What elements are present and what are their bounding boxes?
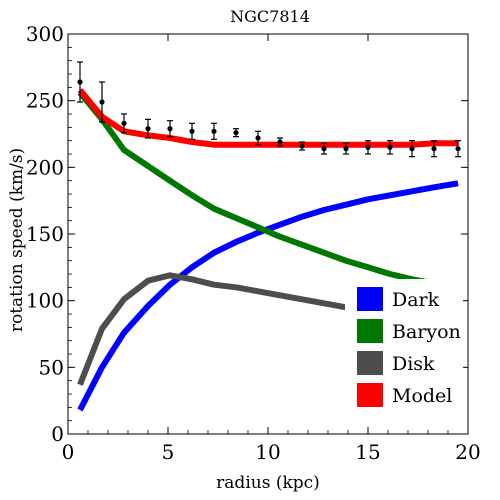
- legend-swatch-dark: [357, 287, 383, 311]
- observation-point: [211, 122, 217, 140]
- series-line-dark: [77, 180, 459, 412]
- legend-swatch-model: [357, 383, 383, 407]
- x-tick-label: 10: [255, 440, 280, 464]
- y-tick-label: 150: [26, 222, 64, 246]
- x-tick-label: 5: [162, 440, 175, 464]
- legend-label-dark: Dark: [392, 289, 440, 311]
- observation-point: [189, 122, 195, 140]
- y-tick-label: 250: [26, 89, 64, 113]
- observation-point: [77, 61, 83, 103]
- series-line-baryon: [77, 90, 459, 291]
- y-axis-label: rotation speed (km/s): [7, 148, 27, 332]
- legend-swatch-disk: [357, 351, 383, 375]
- legend-label-baryon: Baryon: [392, 321, 461, 343]
- observation-point: [233, 128, 239, 138]
- y-tick-label: 100: [26, 289, 64, 313]
- y-tick-label: 50: [39, 355, 64, 379]
- legend-label-model: Model: [392, 385, 452, 407]
- observation-point: [343, 142, 349, 155]
- observation-point: [121, 113, 127, 134]
- chart-title: NGC7814: [230, 7, 310, 26]
- observation-point: [145, 118, 151, 139]
- observation-point: [299, 141, 305, 151]
- observation-point: [321, 142, 327, 155]
- y-tick-label: 200: [26, 155, 64, 179]
- y-tick-label: 0: [51, 422, 64, 446]
- observation-point: [255, 130, 261, 146]
- observation-point: [167, 120, 173, 138]
- x-tick-label: 0: [62, 440, 75, 464]
- observation-point: [365, 140, 371, 155]
- x-axis-label: radius (kpc): [216, 473, 320, 493]
- observation-point: [387, 140, 393, 155]
- observation-point: [409, 140, 415, 158]
- y-tick-label: 300: [26, 22, 64, 46]
- observation-point: [99, 81, 105, 123]
- legend: Dark Baryon Disk Model: [345, 279, 463, 419]
- x-tick-label: 20: [455, 440, 480, 464]
- observation-point: [277, 137, 283, 147]
- observation-point: [455, 140, 461, 158]
- legend-label-disk: Disk: [392, 353, 435, 375]
- observation-point: [431, 140, 437, 158]
- series-line-model: [77, 88, 458, 148]
- legend-swatch-baryon: [357, 319, 383, 343]
- x-tick-label: 15: [355, 440, 380, 464]
